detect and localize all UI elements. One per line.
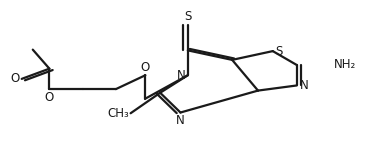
Text: NH₂: NH₂ [334, 59, 356, 72]
Text: O: O [45, 91, 54, 104]
Text: CH₃: CH₃ [107, 107, 129, 120]
Text: O: O [10, 72, 20, 85]
Text: S: S [276, 45, 283, 58]
Text: S: S [184, 10, 192, 23]
Text: N: N [177, 69, 186, 82]
Text: N: N [176, 114, 185, 127]
Text: N: N [300, 79, 308, 92]
Text: O: O [141, 61, 150, 74]
